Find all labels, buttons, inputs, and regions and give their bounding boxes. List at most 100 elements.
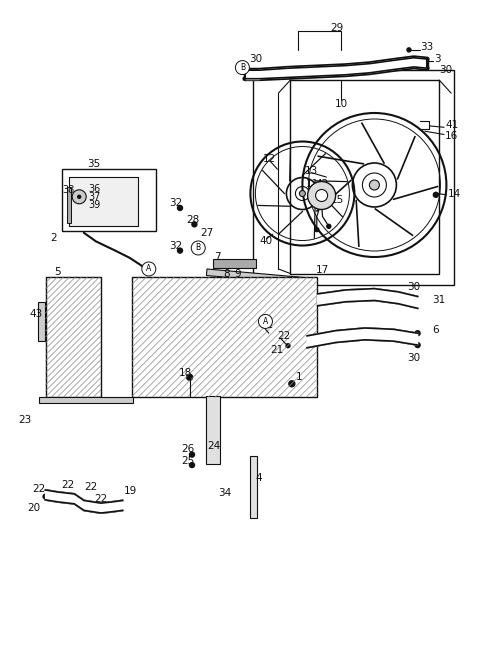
Text: 41: 41 (445, 119, 458, 130)
Circle shape (315, 228, 319, 232)
Circle shape (407, 48, 411, 52)
Text: B: B (240, 63, 245, 72)
Polygon shape (346, 64, 370, 75)
Text: 29: 29 (330, 22, 344, 33)
Polygon shape (318, 289, 418, 308)
Polygon shape (307, 328, 418, 348)
Text: 36: 36 (89, 184, 101, 194)
Text: 33: 33 (420, 42, 434, 52)
Text: 30: 30 (407, 352, 420, 363)
Circle shape (43, 494, 48, 499)
Circle shape (99, 504, 104, 509)
Polygon shape (259, 68, 288, 79)
Circle shape (433, 192, 438, 197)
Circle shape (84, 501, 89, 506)
Text: 43: 43 (30, 308, 43, 319)
Circle shape (72, 190, 86, 204)
Circle shape (178, 248, 182, 253)
Circle shape (190, 452, 194, 457)
Text: 22: 22 (84, 482, 98, 492)
Text: 38: 38 (62, 185, 75, 195)
Text: 16: 16 (445, 131, 458, 141)
Text: 1: 1 (296, 372, 303, 382)
Text: 26: 26 (181, 444, 195, 455)
Bar (67, 187, 71, 223)
Circle shape (415, 331, 420, 336)
Bar (253, 70, 454, 285)
Bar (69, 177, 138, 226)
Text: 3: 3 (434, 54, 441, 64)
Polygon shape (288, 67, 317, 77)
Polygon shape (46, 490, 122, 513)
Circle shape (316, 190, 327, 201)
Circle shape (370, 180, 379, 190)
Text: 22: 22 (61, 480, 75, 491)
Text: 22: 22 (32, 483, 46, 494)
Polygon shape (370, 60, 394, 73)
Circle shape (308, 182, 336, 209)
Circle shape (415, 342, 420, 348)
Polygon shape (394, 58, 414, 70)
Polygon shape (245, 70, 259, 79)
Circle shape (327, 224, 331, 228)
Text: 39: 39 (89, 199, 101, 210)
Text: 9: 9 (234, 268, 241, 279)
Text: 37: 37 (89, 192, 101, 202)
Text: 4: 4 (255, 472, 262, 483)
Bar (206, 396, 220, 464)
Circle shape (416, 59, 420, 63)
Bar (39, 397, 133, 403)
Text: A: A (146, 264, 151, 274)
Text: 22: 22 (261, 319, 274, 330)
Text: 22: 22 (94, 493, 108, 504)
Text: 8: 8 (224, 268, 230, 279)
Text: 32: 32 (169, 198, 182, 209)
Text: A: A (263, 317, 268, 326)
Text: 17: 17 (315, 265, 329, 276)
Text: 10: 10 (335, 98, 348, 109)
Bar (62, 169, 156, 231)
Text: 13: 13 (305, 165, 318, 176)
Text: 12: 12 (263, 154, 276, 165)
Circle shape (289, 380, 295, 387)
Text: 34: 34 (218, 488, 232, 499)
Text: 5: 5 (54, 266, 60, 277)
Text: 24: 24 (207, 441, 221, 451)
Circle shape (235, 60, 250, 75)
Text: 14: 14 (448, 188, 461, 199)
Text: 28: 28 (186, 215, 199, 225)
Circle shape (178, 205, 182, 211)
Text: 21: 21 (270, 344, 283, 355)
Text: 42: 42 (316, 178, 329, 189)
Text: 6: 6 (432, 325, 439, 335)
Bar (132, 277, 317, 397)
Circle shape (191, 241, 205, 255)
Circle shape (192, 222, 197, 227)
Text: 32: 32 (169, 241, 182, 251)
Text: 19: 19 (124, 485, 137, 496)
Bar (250, 456, 257, 518)
Polygon shape (317, 66, 346, 76)
Circle shape (142, 262, 156, 276)
Circle shape (190, 462, 194, 468)
Bar (290, 80, 439, 274)
Circle shape (222, 279, 239, 295)
Text: 18: 18 (179, 367, 192, 378)
Text: 23: 23 (18, 415, 32, 425)
Circle shape (187, 374, 192, 380)
Text: 27: 27 (201, 228, 214, 238)
Circle shape (300, 190, 305, 197)
Text: 20: 20 (27, 503, 40, 514)
Text: 15: 15 (331, 195, 345, 205)
Text: 35: 35 (87, 159, 101, 169)
Text: 7: 7 (215, 252, 221, 262)
Circle shape (258, 314, 273, 329)
Text: 2: 2 (50, 233, 57, 243)
Text: 30: 30 (250, 54, 263, 64)
Text: 11: 11 (306, 178, 320, 189)
Polygon shape (414, 58, 427, 68)
Text: 31: 31 (432, 295, 445, 306)
Circle shape (78, 195, 81, 198)
Bar (206, 269, 312, 285)
Circle shape (228, 285, 232, 289)
